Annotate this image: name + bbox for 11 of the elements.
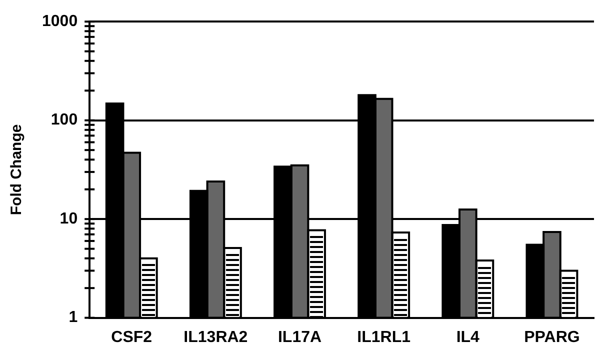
- y-tick-label: 1: [68, 309, 78, 326]
- y-tick-label: 10: [60, 210, 78, 228]
- x-tick-label: CSF2: [111, 328, 152, 346]
- y-axis-title: Fold Change: [8, 124, 26, 216]
- x-tick-label: PPARG: [524, 328, 580, 346]
- x-tick-label: IL13RA2: [184, 328, 248, 346]
- y-tick-label: 100: [50, 112, 78, 129]
- x-tick-label: IL17A: [278, 328, 322, 346]
- y-tick-label: 1000: [42, 13, 78, 30]
- x-tick-label: IL1RL1: [357, 328, 411, 346]
- x-tick-label: IL4: [456, 328, 480, 346]
